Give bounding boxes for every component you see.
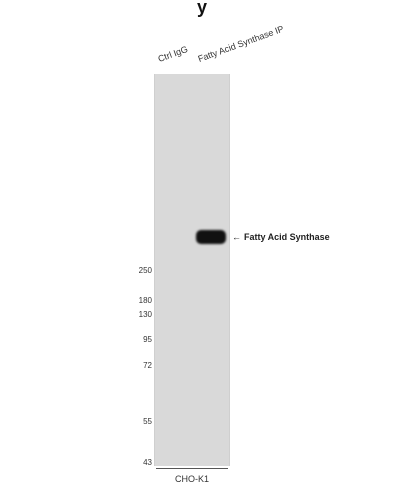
mw-marker-250: 250: [138, 266, 152, 275]
band-label: Fatty Acid Synthase: [244, 232, 330, 242]
sample-label: CHO-K1: [174, 474, 209, 484]
mw-marker-55: 55: [143, 417, 152, 426]
lane-label-fas-ip: Fatty Acid Synthase IP: [196, 23, 286, 65]
mw-marker-95: 95: [143, 335, 152, 344]
mw-marker-130: 130: [138, 310, 152, 319]
band-annotation: ← Fatty Acid Synthase: [232, 232, 330, 242]
left-arrow-icon: ←: [232, 232, 241, 242]
lane-label-ctrl-igg: Ctrl IgG: [156, 43, 190, 64]
mw-marker-72: 72: [143, 361, 152, 370]
cropped-top-text: y: [196, 0, 207, 17]
mw-marker-180: 180: [138, 296, 152, 305]
sample-underline: [156, 468, 228, 469]
mw-marker-43: 43: [143, 458, 152, 467]
protein-band: [196, 230, 226, 244]
western-blot-membrane: [154, 74, 230, 466]
